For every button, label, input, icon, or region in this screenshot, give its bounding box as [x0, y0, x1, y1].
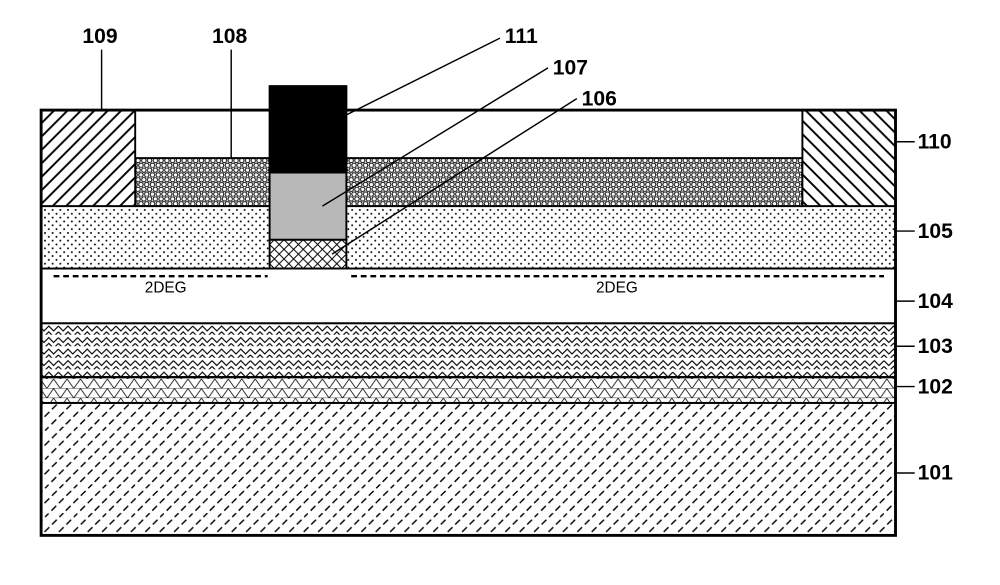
layer-107	[270, 173, 347, 240]
layer-108	[135, 158, 802, 206]
layer-111	[270, 86, 347, 172]
label-101: 101	[918, 462, 953, 485]
layer-102	[41, 377, 895, 403]
layer-101	[41, 403, 895, 535]
layer-110	[802, 110, 895, 206]
2deg-label: 2DEG	[145, 280, 187, 297]
label-105: 105	[918, 220, 953, 243]
label-103: 103	[918, 335, 953, 358]
layer-106	[270, 240, 347, 269]
label-104: 104	[918, 290, 953, 313]
label-111: 111	[505, 25, 538, 48]
label-106: 106	[582, 87, 617, 110]
label-102: 102	[918, 375, 953, 398]
layer-103	[41, 323, 895, 377]
label-110: 110	[918, 131, 952, 154]
layer-109	[41, 110, 135, 206]
label-107: 107	[553, 57, 588, 80]
layer-105	[41, 206, 895, 268]
2deg-label: 2DEG	[596, 280, 638, 297]
diagram-svg: 2DEG 2DEG 109 108 111 107 106 110 105 104 103 102 1…	[20, 20, 980, 565]
label-109: 109	[82, 25, 117, 48]
layers	[41, 86, 895, 535]
label-108: 108	[212, 25, 247, 48]
semiconductor-cross-section: 2DEG 2DEG 109 108 111 107 106 110 105 104 103 102 1…	[20, 20, 980, 565]
